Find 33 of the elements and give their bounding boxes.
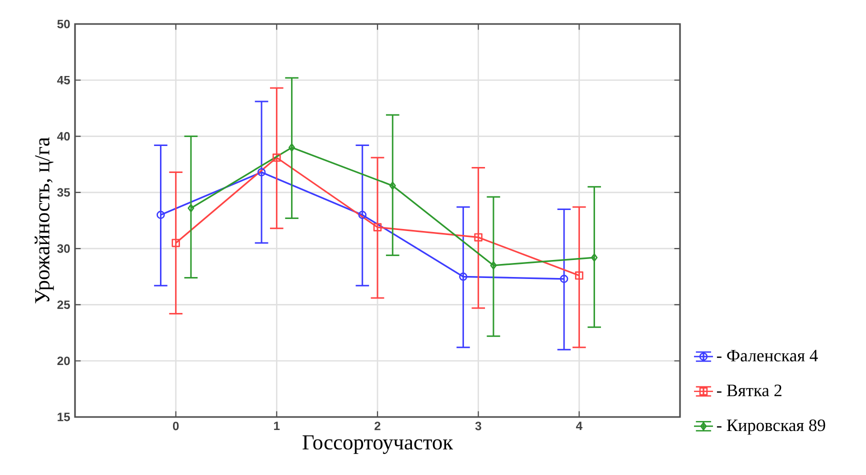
legend-label: - Кировская 89 (716, 419, 826, 435)
y-tick-label: 45 (57, 76, 70, 84)
point (459, 272, 468, 281)
point (156, 210, 165, 220)
y-tick-label: 50 (57, 20, 70, 28)
point (575, 271, 584, 280)
y-tick-label: 35 (57, 188, 70, 197)
x-axis-title: Госсортоучасток (302, 435, 454, 454)
x-tick-label: 3 (475, 422, 482, 430)
point (288, 143, 296, 152)
point (474, 233, 482, 242)
y-tick-label: 15 (58, 412, 70, 422)
y-tick-label: 40 (57, 132, 70, 141)
x-tick-label: 2 (374, 422, 380, 430)
point (389, 182, 396, 190)
point (373, 223, 382, 232)
x-tick-label: 4 (576, 422, 582, 430)
point (560, 274, 568, 284)
point (172, 238, 180, 248)
y-tick-label: 25 (57, 300, 70, 309)
y-tick-label: 20 (57, 356, 70, 366)
x-tick-label: 0 (172, 422, 179, 430)
point (591, 253, 598, 262)
point (272, 153, 281, 162)
legend-label: - Вятка 2 (716, 384, 782, 396)
y-tick-label: 30 (57, 244, 70, 253)
point (257, 168, 266, 176)
x-tick-label: 1 (274, 422, 280, 430)
point (188, 204, 194, 212)
point (358, 210, 367, 220)
y-axis-title: Урожайность, ц/га (34, 137, 54, 304)
point (490, 261, 497, 270)
legend-label: - Фаленская 4 (716, 350, 818, 362)
